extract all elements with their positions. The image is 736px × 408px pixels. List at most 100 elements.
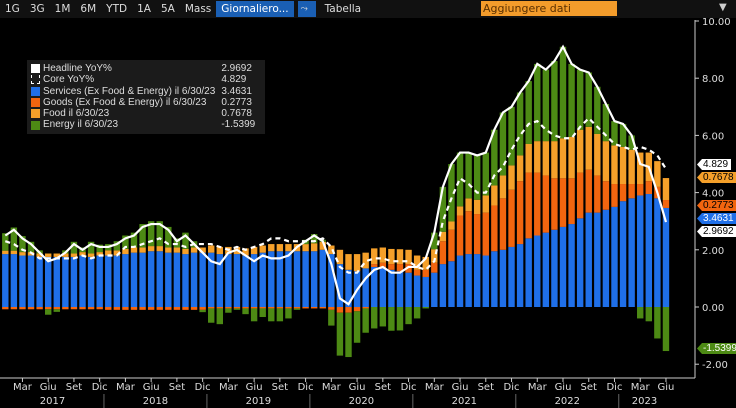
bar-goods bbox=[662, 200, 670, 208]
bar-services bbox=[96, 255, 103, 307]
bar-food bbox=[353, 254, 361, 272]
frequency-dropdown[interactable]: Giornaliero... bbox=[216, 1, 294, 17]
bar-energy bbox=[259, 308, 266, 318]
bar-services bbox=[268, 251, 275, 307]
table-button[interactable]: Tabella bbox=[324, 3, 362, 15]
bar-food bbox=[362, 252, 369, 269]
bar-energy bbox=[310, 234, 318, 244]
bar-food bbox=[602, 141, 610, 182]
bar-food bbox=[439, 231, 447, 242]
last-value-tag: 3.4631 bbox=[697, 213, 736, 224]
bar-services bbox=[645, 194, 652, 307]
range-button-1g[interactable]: 1G bbox=[5, 3, 20, 15]
range-button-5a[interactable]: 5A bbox=[160, 3, 175, 15]
dropdown-menu-icon[interactable]: ▼ bbox=[719, 2, 727, 13]
bar-food bbox=[250, 246, 258, 255]
bar-services bbox=[491, 251, 498, 307]
bar-energy bbox=[654, 307, 661, 339]
bar-food bbox=[113, 250, 121, 256]
bar-goods bbox=[259, 307, 266, 309]
bar-goods bbox=[268, 307, 275, 309]
bar-services bbox=[345, 269, 352, 307]
legend: Headline YoY% 2.9692 Core YoY% 4.829 Service… bbox=[27, 60, 266, 134]
bar-food bbox=[585, 126, 592, 170]
bar-services bbox=[233, 254, 241, 307]
bar-food bbox=[619, 146, 627, 185]
bar-goods bbox=[285, 307, 292, 309]
bar-goods bbox=[208, 307, 215, 309]
legend-label: Energy il 6/30/23 bbox=[43, 119, 119, 131]
bar-services bbox=[147, 251, 155, 307]
range-button-6m[interactable]: 6M bbox=[80, 3, 97, 15]
bar-goods bbox=[413, 269, 421, 276]
add-data-input[interactable]: Aggiungere dati bbox=[481, 1, 617, 16]
bar-energy bbox=[662, 307, 670, 352]
line-chart-icon[interactable]: ⤳ bbox=[297, 1, 316, 17]
x-month-label: Giu bbox=[40, 382, 57, 393]
bar-food bbox=[122, 248, 129, 255]
legend-swatch bbox=[31, 109, 40, 119]
legend-item[interactable]: Energy il 6/30/23 -1.5399 bbox=[31, 119, 259, 130]
bar-goods bbox=[190, 307, 198, 310]
legend-item[interactable]: Goods (Ex Food & Energy) il 6/30/23 0.277… bbox=[31, 97, 259, 108]
bar-goods bbox=[371, 264, 378, 267]
bar-energy bbox=[276, 308, 284, 322]
range-button-1m[interactable]: 1M bbox=[54, 3, 71, 15]
bar-services bbox=[637, 195, 644, 307]
bar-food bbox=[431, 249, 438, 263]
range-button-3g[interactable]: 3G bbox=[29, 3, 45, 15]
bar-services bbox=[79, 255, 86, 307]
bar-energy bbox=[576, 69, 584, 130]
bar-services bbox=[259, 252, 266, 307]
bar-services bbox=[2, 254, 9, 307]
bar-goods bbox=[233, 307, 241, 309]
bar-services bbox=[654, 198, 661, 307]
legend-item[interactable]: Headline YoY% 2.9692 bbox=[31, 63, 259, 74]
bar-goods bbox=[628, 184, 635, 199]
bar-food bbox=[165, 247, 172, 253]
bar-food bbox=[637, 152, 644, 185]
bar-energy bbox=[645, 307, 652, 322]
bar-food bbox=[559, 138, 567, 179]
x-month-label: Set bbox=[272, 382, 289, 393]
bar-services bbox=[27, 255, 35, 307]
bar-goods bbox=[122, 307, 129, 310]
bar-food bbox=[482, 195, 489, 213]
legend-item[interactable]: Services (Ex Food & Energy) il 6/30/23 3.… bbox=[31, 86, 259, 97]
range-button-mass[interactable]: Mass bbox=[184, 3, 212, 15]
legend-value: 3.4631 bbox=[221, 85, 252, 97]
bar-services bbox=[130, 252, 138, 307]
x-month-label: Giu bbox=[143, 382, 160, 393]
legend-label: Services (Ex Food & Energy) il 6/30/23 bbox=[43, 85, 216, 97]
bar-energy bbox=[439, 186, 447, 232]
bar-energy bbox=[225, 308, 232, 313]
x-month-label: Mar bbox=[631, 382, 651, 393]
bar-food bbox=[465, 198, 472, 212]
bar-food bbox=[534, 141, 541, 173]
bar-goods bbox=[242, 307, 249, 309]
bar-goods bbox=[45, 307, 52, 310]
legend-item[interactable]: Core YoY% 4.829 bbox=[31, 74, 259, 85]
bar-services bbox=[405, 272, 412, 307]
bar-services bbox=[336, 264, 344, 307]
bar-energy bbox=[328, 309, 335, 326]
bar-food bbox=[319, 241, 326, 250]
bar-food bbox=[19, 252, 26, 256]
bar-services bbox=[422, 276, 429, 307]
range-button-ytd[interactable]: YTD bbox=[106, 3, 128, 15]
bar-energy bbox=[371, 307, 378, 329]
bar-energy bbox=[70, 241, 78, 254]
legend-swatch bbox=[31, 98, 40, 108]
bar-goods bbox=[611, 184, 618, 207]
x-month-label: Mar bbox=[219, 382, 239, 393]
bar-food bbox=[576, 129, 584, 173]
x-month-label: Dic bbox=[606, 382, 622, 393]
bar-food bbox=[379, 247, 387, 263]
legend-item[interactable]: Food il 6/30/23 0.7678 bbox=[31, 108, 259, 119]
bar-food bbox=[87, 253, 95, 257]
x-month-label: Giu bbox=[555, 382, 572, 393]
range-button-1a[interactable]: 1A bbox=[137, 3, 151, 15]
bar-food bbox=[10, 250, 18, 255]
legend-value: -1.5399 bbox=[221, 119, 256, 131]
bar-food bbox=[448, 221, 455, 230]
